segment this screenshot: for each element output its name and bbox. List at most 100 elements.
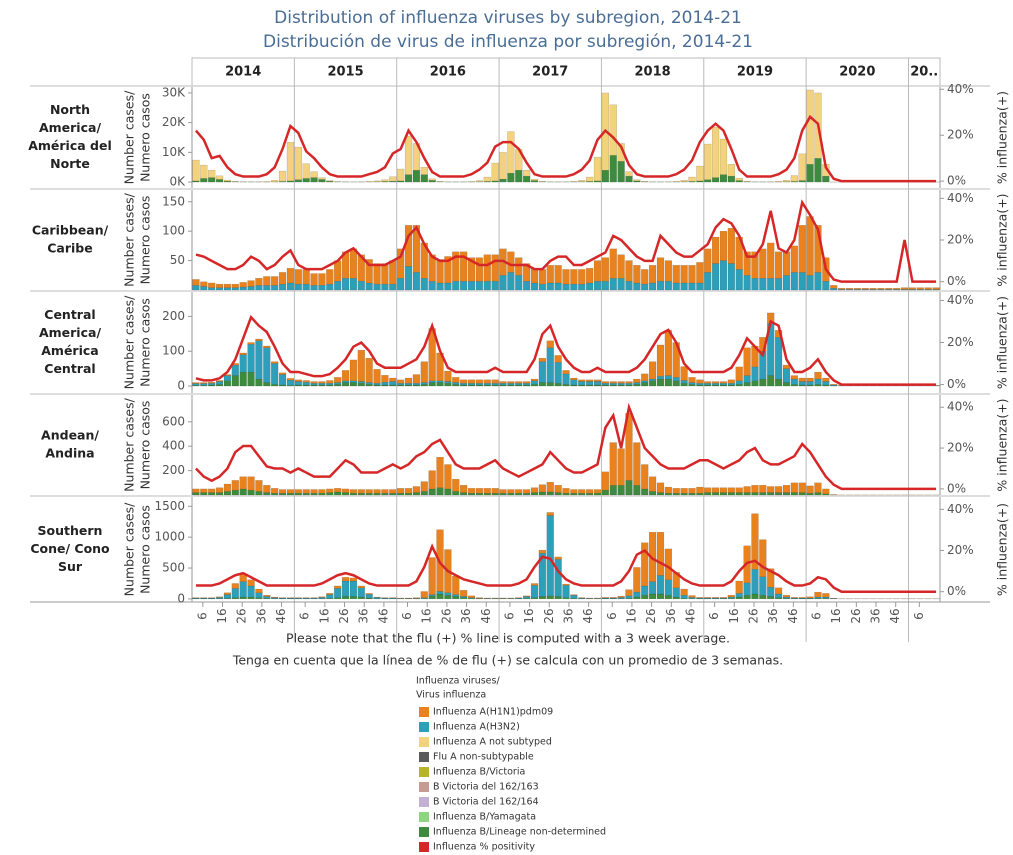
bar bbox=[389, 381, 397, 386]
bar bbox=[601, 471, 610, 491]
y2-tick-label: 40% bbox=[947, 400, 974, 414]
bar bbox=[215, 287, 224, 291]
bar bbox=[617, 278, 625, 291]
bar bbox=[562, 488, 570, 494]
legend-label: Influenza B/Victoria bbox=[433, 767, 525, 778]
row-label: América del bbox=[28, 138, 112, 153]
bar bbox=[515, 257, 523, 276]
bar bbox=[428, 382, 436, 387]
bar bbox=[641, 542, 649, 587]
bar bbox=[530, 583, 539, 586]
bar bbox=[562, 370, 570, 375]
bar bbox=[349, 359, 358, 382]
bar bbox=[460, 492, 468, 496]
positivity-line bbox=[195, 199, 937, 283]
bar bbox=[452, 377, 460, 383]
x-tick-label: 26 bbox=[849, 608, 863, 623]
legend-swatch bbox=[419, 827, 429, 837]
bar bbox=[735, 366, 743, 382]
bar bbox=[641, 488, 649, 496]
bar bbox=[578, 269, 586, 285]
bar bbox=[664, 492, 672, 496]
row-label: América bbox=[41, 343, 98, 358]
bar bbox=[239, 488, 247, 496]
bar bbox=[318, 383, 326, 386]
bar bbox=[790, 375, 798, 380]
bar bbox=[286, 492, 295, 496]
bar bbox=[711, 487, 720, 493]
bar bbox=[767, 375, 775, 387]
year-label: 2018 bbox=[635, 65, 671, 80]
x-tick-label: 46 bbox=[888, 608, 902, 623]
bar bbox=[278, 283, 287, 291]
bar bbox=[452, 596, 460, 600]
bar bbox=[389, 260, 397, 285]
bar bbox=[743, 275, 751, 291]
bar bbox=[302, 492, 310, 496]
bar bbox=[373, 369, 381, 384]
x-tick-label: 6 bbox=[809, 612, 823, 620]
y-tick-label: 1000 bbox=[154, 530, 185, 544]
bar bbox=[310, 381, 318, 384]
x-tick-label: 36 bbox=[766, 608, 780, 623]
bar bbox=[192, 488, 200, 493]
bar bbox=[263, 485, 271, 493]
bar bbox=[420, 278, 428, 291]
bar bbox=[247, 596, 255, 600]
bar bbox=[271, 363, 279, 385]
bar bbox=[412, 597, 421, 599]
bar bbox=[373, 180, 381, 182]
bar bbox=[420, 591, 428, 598]
bar bbox=[546, 512, 554, 516]
bar bbox=[444, 256, 452, 284]
bar bbox=[751, 569, 759, 595]
bar bbox=[727, 263, 735, 291]
bar bbox=[389, 489, 397, 494]
bar bbox=[609, 381, 617, 384]
bar bbox=[704, 272, 712, 291]
x-tick-label: 6 bbox=[298, 612, 312, 620]
y2-tick-label: 0% bbox=[947, 174, 966, 188]
bar bbox=[767, 568, 775, 588]
bar bbox=[759, 378, 767, 387]
bar bbox=[373, 263, 381, 285]
row-label: Andina bbox=[45, 446, 94, 461]
bar bbox=[711, 263, 720, 291]
bar bbox=[633, 485, 641, 496]
legend-swatch bbox=[419, 722, 429, 732]
bar bbox=[389, 492, 397, 496]
bar bbox=[837, 288, 846, 290]
bar bbox=[688, 384, 696, 387]
row-label: Caribe bbox=[47, 241, 92, 256]
bar bbox=[365, 282, 373, 291]
bar bbox=[349, 489, 358, 494]
legend-swatch bbox=[419, 707, 429, 717]
bar bbox=[444, 488, 452, 496]
row-label: Andean/ bbox=[41, 428, 99, 443]
bar bbox=[680, 595, 688, 599]
bar bbox=[515, 492, 523, 496]
bar bbox=[200, 492, 208, 496]
bar bbox=[798, 272, 806, 291]
bar bbox=[247, 476, 255, 491]
bar bbox=[648, 593, 657, 600]
bar bbox=[460, 383, 468, 386]
bar bbox=[578, 381, 586, 386]
bar bbox=[349, 580, 358, 597]
bar bbox=[530, 282, 539, 291]
bar bbox=[562, 384, 570, 387]
bar bbox=[688, 176, 696, 182]
bar bbox=[688, 382, 696, 385]
bar bbox=[263, 595, 271, 597]
x-tick-label: 6 bbox=[707, 612, 721, 620]
bar bbox=[357, 349, 365, 382]
bar bbox=[853, 288, 861, 290]
bar bbox=[609, 383, 617, 386]
bar bbox=[475, 257, 484, 282]
bar bbox=[656, 492, 665, 496]
bar bbox=[593, 381, 602, 386]
bar bbox=[759, 485, 767, 493]
bar bbox=[452, 594, 460, 597]
bar bbox=[223, 375, 232, 382]
y-axis-title: Number cases/ bbox=[122, 90, 137, 184]
